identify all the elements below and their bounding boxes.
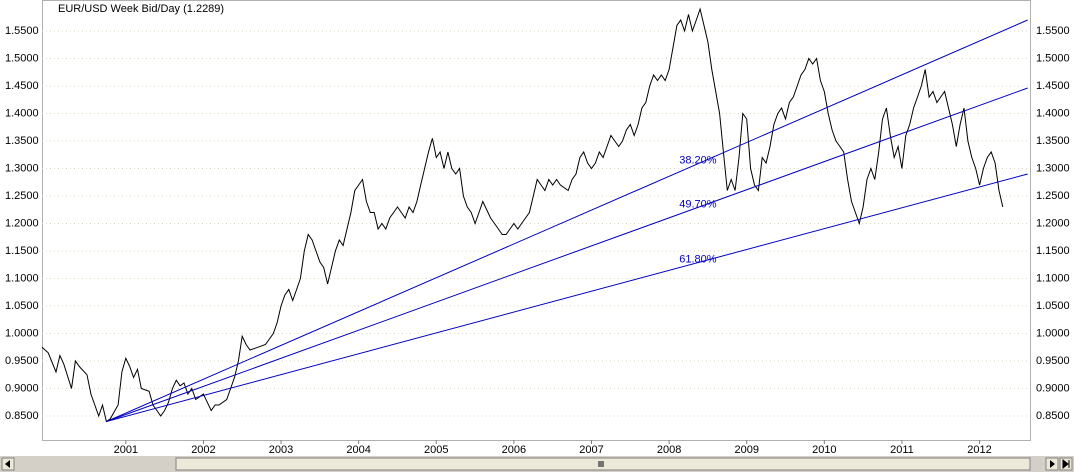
fan-line xyxy=(106,87,1028,422)
fan-line xyxy=(106,19,1028,422)
y-tick-label: 1.4000 xyxy=(5,107,39,119)
y-tick-label: 1.4000 xyxy=(1036,107,1070,119)
grip-icon xyxy=(598,461,604,467)
fan-label: 49.70% xyxy=(679,198,717,210)
x-tick-label: 2001 xyxy=(114,444,138,456)
y-tick-label: 1.3000 xyxy=(5,162,39,174)
x-tick-label: 2005 xyxy=(424,444,448,456)
chart-title: EUR/USD Week Bid/Day (1.2289) xyxy=(58,3,224,15)
x-tick-label: 2006 xyxy=(502,444,526,456)
arrow-icon xyxy=(5,460,10,468)
x-tick-label: 2003 xyxy=(269,444,293,456)
y-tick-label: 1.2500 xyxy=(1036,190,1070,202)
y-tick-label: 1.4500 xyxy=(1036,80,1070,92)
scrollbar xyxy=(0,456,1074,472)
y-tick-label: 1.1500 xyxy=(1036,245,1070,257)
x-tick-label: 2002 xyxy=(191,444,215,456)
arrow-icon xyxy=(1050,460,1055,468)
plot-frame xyxy=(42,0,1031,441)
x-tick-label: 2011 xyxy=(890,444,914,456)
fan-label: 61.80% xyxy=(679,254,717,266)
x-tick-label: 2009 xyxy=(734,444,758,456)
x-tick-label: 2010 xyxy=(812,444,836,456)
x-tick-label: 2004 xyxy=(346,444,370,456)
y-tick-label: 0.9500 xyxy=(1036,355,1070,367)
y-tick-label: 1.0000 xyxy=(5,327,39,339)
y-tick-label: 1.4500 xyxy=(5,80,39,92)
arrow-icon xyxy=(1062,458,1070,470)
x-tick-label: 2007 xyxy=(579,444,603,456)
y-tick-label: 0.9000 xyxy=(1036,382,1070,394)
y-tick-label: 1.5500 xyxy=(5,25,39,37)
chart-background xyxy=(0,0,1074,456)
y-tick-label: 1.5000 xyxy=(1036,52,1070,64)
y-tick-label: 1.3000 xyxy=(1036,162,1070,174)
y-tick-label: 1.5500 xyxy=(1036,25,1070,37)
y-tick-label: 1.2500 xyxy=(5,190,39,202)
y-tick-label: 1.0500 xyxy=(5,300,39,312)
y-tick-label: 1.1000 xyxy=(5,272,39,284)
y-tick-label: 1.1000 xyxy=(1036,272,1070,284)
y-tick-label: 1.3500 xyxy=(1036,135,1070,147)
y-tick-label: 1.0000 xyxy=(1036,327,1070,339)
y-tick-label: 1.1500 xyxy=(5,245,39,257)
y-tick-label: 1.0500 xyxy=(1036,300,1070,312)
fan-line xyxy=(106,173,1028,423)
price-line xyxy=(41,7,1004,423)
y-tick-label: 1.5000 xyxy=(5,52,39,64)
fan-label: 38.20% xyxy=(679,155,717,167)
y-tick-label: 1.2000 xyxy=(1036,217,1070,229)
y-tick-label: 1.3500 xyxy=(5,135,39,147)
y-tick-label: 0.8500 xyxy=(5,410,39,422)
y-tick-label: 0.8500 xyxy=(1036,410,1070,422)
y-tick-label: 0.9500 xyxy=(5,355,39,367)
x-tick-label: 2012 xyxy=(967,444,991,456)
y-tick-label: 0.9000 xyxy=(5,382,39,394)
y-tick-label: 1.2000 xyxy=(5,217,39,229)
x-tick-label: 2008 xyxy=(657,444,681,456)
